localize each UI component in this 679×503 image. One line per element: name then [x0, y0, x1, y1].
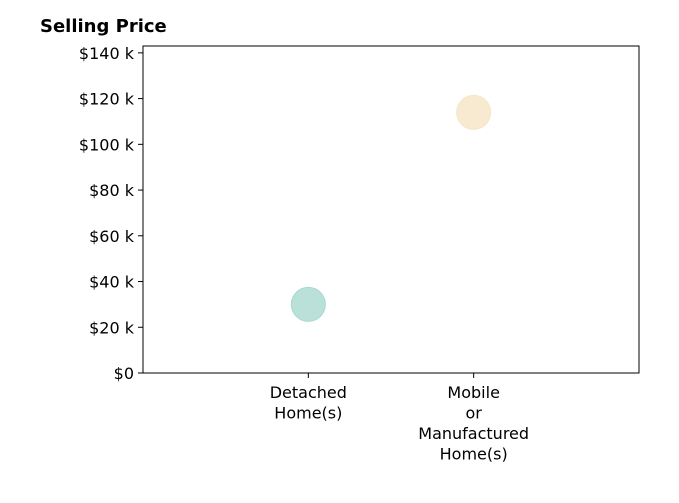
x-tick-label: Home(s) [274, 404, 342, 423]
x-tick-label: Mobile [447, 383, 499, 402]
y-tick-label: $100 k [79, 135, 135, 154]
x-tick-label: Home(s) [440, 445, 508, 464]
chart-title: Selling Price [40, 16, 167, 37]
plot-frame [142, 45, 640, 374]
y-tick-label: $20 k [89, 318, 135, 337]
data-point [456, 94, 492, 130]
x-tick-label: or [465, 404, 482, 423]
x-tick-label: Detached [270, 383, 347, 402]
data-point [290, 286, 326, 322]
y-tick-label: $80 k [89, 181, 135, 200]
x-tick-label: Manufactured [418, 424, 529, 443]
y-tick-label: $120 k [79, 90, 135, 109]
y-tick-label: $40 k [89, 273, 135, 292]
y-tick-label: $0 [114, 364, 134, 383]
y-tick-label: $140 k [79, 44, 135, 63]
y-tick-label: $60 k [89, 227, 135, 246]
